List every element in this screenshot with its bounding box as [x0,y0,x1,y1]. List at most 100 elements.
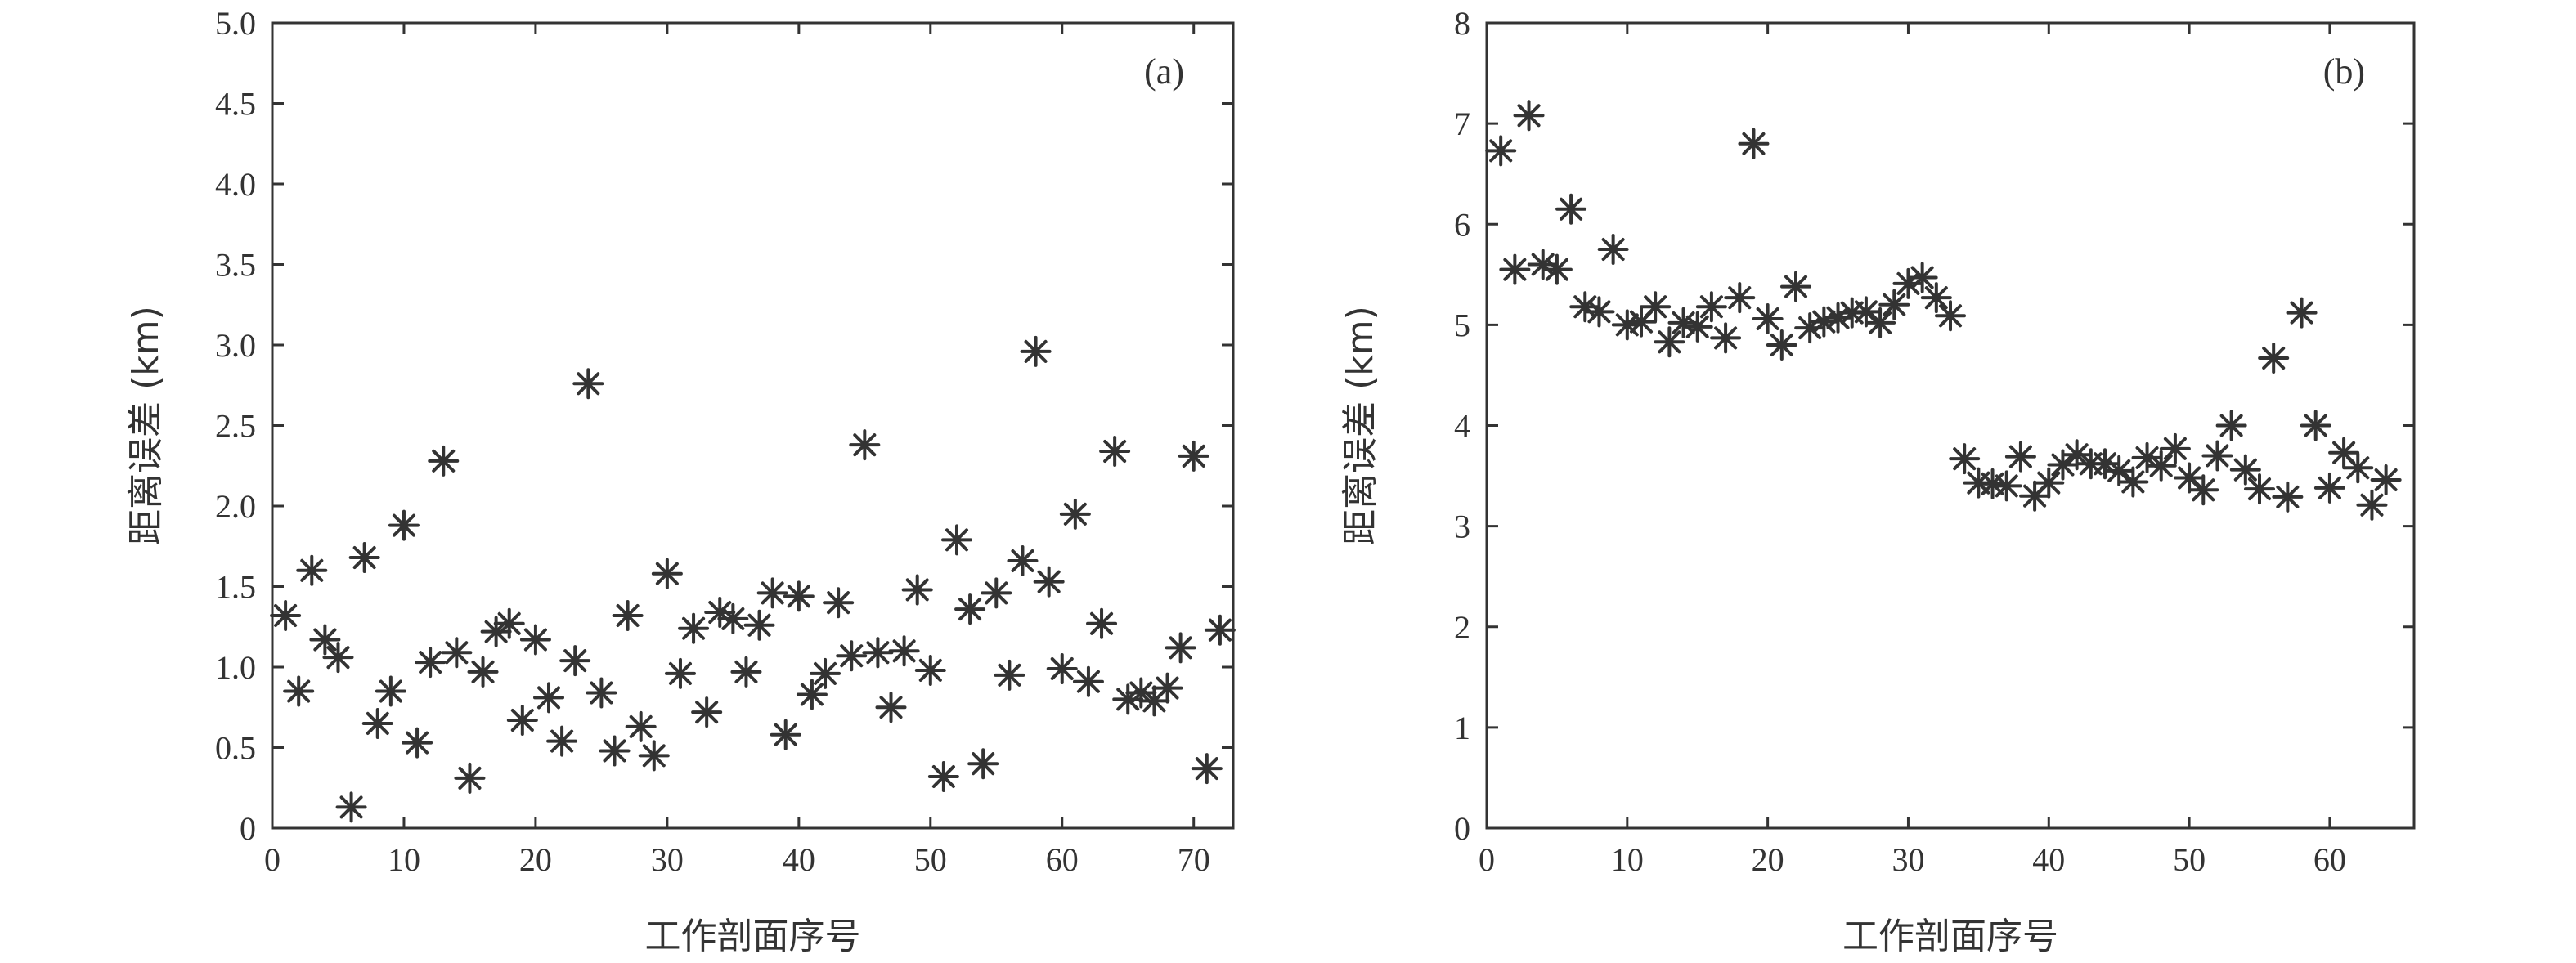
y-tick-label: 0 [1454,810,1470,847]
data-point [664,657,696,689]
data-point [559,645,591,677]
data-point [967,748,999,780]
y-tick-label: 2.0 [215,488,256,525]
data-point [283,675,315,707]
y-tick-label: 0 [240,810,256,847]
data-point [2272,481,2304,513]
data-point [638,740,670,772]
data-point [862,637,894,669]
data-point [2370,464,2402,495]
data-point [717,602,749,634]
data-point [1766,329,1797,361]
data-point [1878,289,1910,320]
y-tick-label: 2 [1454,609,1470,646]
data-point [1681,311,1713,343]
x-tick-label: 20 [519,841,552,878]
data-point [612,599,644,631]
data-point [2342,452,2374,484]
x-tick-label: 70 [1178,841,1210,878]
data-point [783,580,815,612]
data-point [586,677,617,709]
x-tick-label: 60 [1046,841,1079,878]
data-point [1640,291,1672,323]
y-tick-label: 2.5 [215,408,256,445]
data-point [927,760,959,792]
data-point [1654,326,1685,358]
data-point [1710,322,1742,354]
data-point [756,577,788,609]
data-point [2117,466,2149,498]
data-point [2244,473,2275,505]
x-tick-label: 30 [651,841,684,878]
x-tick-label: 10 [388,841,420,878]
y-tick-label: 4 [1454,408,1470,445]
data-point [1513,100,1545,132]
y-tick-label: 8 [1454,5,1470,42]
data-point [1990,470,2022,502]
data-point [1597,234,1629,266]
y-axis-title: 距离误差 (km) [1340,306,1381,545]
data-point [2131,441,2163,473]
data-point [454,762,486,794]
data-point [1499,253,1531,285]
data-point [1865,307,1896,338]
data-point [296,554,328,586]
data-point [533,682,565,714]
x-tick-label: 30 [1892,841,1924,878]
data-point [1007,544,1039,576]
y-tick-label: 3.5 [215,247,256,284]
y-tick-label: 1.5 [215,569,256,606]
x-tick-label: 40 [2032,841,2065,878]
data-point [1059,498,1091,530]
data-point [1033,566,1065,598]
data-point [1099,436,1131,468]
data-point [1780,271,1811,302]
data-point [1920,282,1952,314]
data-point [796,679,828,710]
data-point [888,635,920,667]
data-point [270,599,302,631]
data-point [1046,652,1078,684]
data-point [2300,410,2331,441]
data-point [1724,282,1756,314]
plot-frame [271,21,1235,830]
y-tick-label: 1 [1454,710,1470,746]
data-point [810,657,841,689]
data-point [2188,474,2219,506]
data-point [1949,443,1981,475]
data-point [1906,262,1938,293]
data-point [546,725,578,757]
data-point [2258,343,2290,374]
data-point [2033,467,2065,499]
data-point [743,609,775,641]
data-point [441,637,473,669]
data-point [940,524,972,556]
data-point [506,705,538,737]
data-point [2159,432,2191,464]
data-point [2201,440,2233,472]
data-point [1020,335,1052,367]
data-point [402,727,433,759]
data-point [770,719,801,750]
data-point [375,675,406,707]
data-point [335,791,367,823]
data-point [1752,302,1784,334]
y-tick-label: 3.0 [215,327,256,364]
data-point [1935,300,1966,332]
data-point [348,542,380,574]
data-point [1738,128,1770,159]
data-point [875,692,907,723]
data-point [1555,193,1587,225]
data-point [2356,489,2388,521]
data-point [678,612,710,644]
data-point [1541,253,1573,285]
x-axis-title: 工作剖面序号 [1842,916,2058,957]
data-point [836,640,868,672]
data-point [2215,410,2247,441]
data-point [1072,665,1104,697]
panel-label: (a) [1144,52,1184,92]
data-point [1892,267,1924,299]
data-point [1583,296,1615,328]
x-tick-label: 60 [2313,841,2346,878]
